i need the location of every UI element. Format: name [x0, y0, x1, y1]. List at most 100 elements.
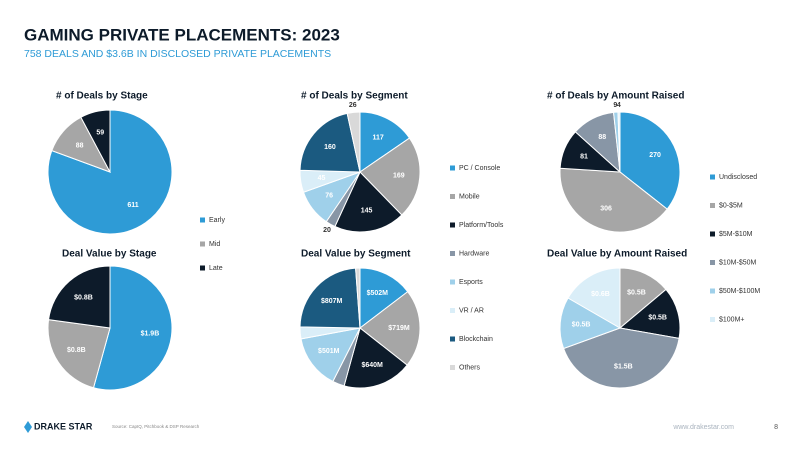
legend-label: $100M+: [719, 316, 745, 323]
website: www.drakestar.com: [672, 424, 734, 431]
pie-slice: [355, 267, 361, 329]
chart-title: # of Deals by Stage: [56, 91, 148, 102]
pie-slice: [92, 265, 173, 391]
legend-label: $5M-$10M: [719, 231, 753, 238]
legend-swatch: [450, 222, 455, 228]
legend-swatch: [450, 251, 455, 256]
legend-swatch: [710, 174, 715, 180]
source: Source: CapIQ, Pitchbook & DSP Research: [112, 424, 200, 429]
legend-label: Platform/Tools: [459, 222, 504, 229]
legend-swatch: [450, 165, 455, 171]
pie-slice: [80, 109, 111, 173]
data-label: $0.6B: [591, 291, 610, 298]
chart-title: Deal Value by Amount Raised: [547, 249, 687, 260]
data-label: $0.5B: [648, 315, 667, 322]
chart-title: Deal Value by Stage: [62, 249, 157, 260]
pie-slice: [559, 297, 622, 350]
chart-title: # of Deals by Segment: [301, 91, 408, 102]
pie-slice: [619, 267, 667, 330]
pie-slice: [299, 267, 361, 329]
legend-swatch: [450, 365, 455, 370]
pie-slice: [346, 111, 361, 173]
title: GAMING PRIVATE PLACEMENTS: 2023: [24, 25, 340, 44]
legend-label: VR / AR: [459, 307, 484, 314]
chart-title: Deal Value by Segment: [301, 249, 411, 260]
data-label: 81: [580, 154, 588, 161]
legend-label: Blockchain: [459, 336, 493, 343]
legend-label: Early: [209, 217, 225, 224]
legend-label: $10M-$50M: [719, 259, 757, 266]
legend-swatch: [200, 265, 205, 271]
pie-slice: [562, 327, 680, 389]
legend-swatch: [710, 260, 715, 265]
legend-label: PC / Console: [459, 165, 500, 172]
data-label: 88: [598, 134, 606, 141]
pie-slice: [617, 111, 621, 173]
legend-swatch: [450, 308, 455, 313]
data-label: 145: [361, 207, 373, 214]
data-label: $0.8B: [74, 294, 93, 301]
data-label: 160: [324, 144, 336, 151]
data-label: $0.8B: [67, 347, 86, 354]
data-label: 20: [323, 227, 331, 234]
data-label: $0.5B: [572, 321, 591, 328]
pie-slice: [567, 267, 621, 329]
legend-label: Mobile: [459, 193, 480, 200]
pie-slice: [300, 327, 361, 383]
legend-swatch: [450, 279, 455, 285]
legend-swatch: [710, 203, 715, 208]
pie-slice: [299, 112, 361, 173]
pie-slice: [359, 267, 409, 330]
legend-label: Late: [209, 265, 223, 272]
brand: DRAKE STAR: [34, 421, 93, 431]
pie-slice: [359, 137, 421, 216]
legend-swatch: [450, 336, 455, 342]
legend-label: Others: [459, 364, 481, 371]
legend-label: Esports: [459, 279, 483, 286]
data-label: $719M: [388, 325, 410, 332]
legend-label: Hardware: [459, 250, 489, 257]
data-label: 4: [617, 102, 621, 109]
pie-slice: [359, 111, 411, 173]
data-label: 169: [393, 173, 405, 180]
data-label: 306: [600, 205, 612, 212]
pie-slice: [359, 290, 421, 366]
legend-label: $50M-$100M: [719, 288, 760, 295]
page-number: 8: [774, 424, 778, 431]
legend-swatch: [710, 288, 715, 294]
data-label: $807M: [321, 298, 343, 305]
data-label: 117: [373, 134, 384, 141]
data-label: 26: [349, 102, 357, 109]
logo-mark: [24, 421, 32, 433]
data-label: $1.9B: [141, 330, 160, 337]
data-label: 88: [76, 142, 84, 149]
legend-swatch: [200, 217, 205, 223]
data-label: 76: [325, 193, 333, 200]
pie-slice: [47, 265, 111, 329]
pie-slice: [619, 111, 681, 210]
data-label: 270: [649, 152, 661, 159]
pie-slice: [559, 167, 668, 233]
data-label: $1.5B: [614, 364, 633, 371]
data-label: $502M: [367, 290, 389, 297]
pie-slice: [618, 288, 681, 339]
pie-slice: [343, 327, 408, 389]
data-label: 45: [318, 175, 326, 182]
legend-swatch: [450, 194, 455, 199]
legend-swatch: [710, 317, 715, 322]
subtitle: 758 DEALS AND $3.6B IN DISCLOSED PRIVATE…: [24, 48, 331, 60]
data-label: $501M: [318, 348, 340, 355]
data-label: $640M: [361, 362, 383, 369]
pie-slice: [47, 319, 111, 389]
data-label: 9: [613, 102, 617, 109]
legend-swatch: [710, 231, 715, 237]
data-label: $0.5B: [627, 289, 646, 296]
chart-title: # of Deals by Amount Raised: [547, 91, 684, 102]
legend-label: Undisclosed: [719, 174, 757, 181]
legend-label: $0-$5M: [719, 202, 743, 209]
pie-slice: [334, 171, 403, 233]
data-label: 59: [96, 130, 104, 137]
data-label: 611: [127, 202, 138, 209]
legend-swatch: [200, 241, 205, 247]
